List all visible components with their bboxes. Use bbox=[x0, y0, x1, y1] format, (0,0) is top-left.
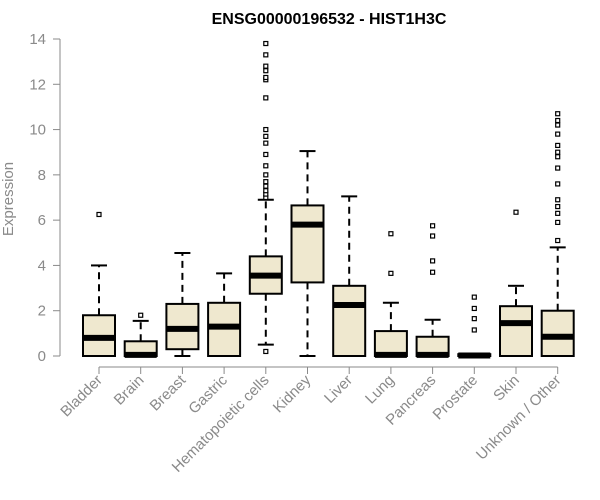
outlier-point bbox=[555, 219, 561, 226]
y-tick-label: 12 bbox=[29, 76, 46, 93]
outlier-point bbox=[263, 179, 269, 185]
outlier-point bbox=[471, 305, 477, 312]
outlier-point bbox=[430, 258, 436, 264]
x-tick-label: Skin bbox=[490, 372, 523, 405]
chart-title: ENSG00000196532 - HIST1H3C bbox=[212, 11, 447, 28]
box-breast bbox=[165, 251, 200, 357]
x-tick-label: Prostate bbox=[430, 372, 482, 424]
y-tick-label: 0 bbox=[38, 348, 46, 365]
outlier-point bbox=[430, 233, 436, 239]
box-brain bbox=[123, 312, 158, 358]
y-axis-label: Expression bbox=[0, 162, 17, 236]
outlier-point bbox=[555, 149, 561, 155]
box-liver bbox=[332, 195, 367, 357]
outlier-point bbox=[555, 142, 561, 149]
box-unknown-other bbox=[540, 111, 575, 358]
box-gastric bbox=[207, 272, 242, 357]
outlier-point bbox=[263, 52, 269, 58]
outlier-point bbox=[263, 68, 269, 74]
y-tick-label: 10 bbox=[29, 122, 46, 139]
box-kidney bbox=[290, 150, 325, 357]
outlier-point bbox=[263, 140, 269, 146]
outlier-point bbox=[555, 122, 561, 128]
outlier-point bbox=[96, 211, 102, 218]
outlier-point bbox=[263, 348, 269, 355]
y-tick-label: 4 bbox=[38, 257, 46, 274]
box-pancreas bbox=[415, 223, 450, 358]
outlier-point bbox=[555, 165, 561, 171]
outlier-point bbox=[263, 126, 269, 133]
outlier-point bbox=[555, 111, 561, 117]
outlier-point bbox=[263, 172, 269, 178]
outlier-point bbox=[263, 151, 269, 158]
outlier-point bbox=[513, 209, 519, 215]
box-skin bbox=[499, 209, 533, 357]
outlier-point bbox=[430, 223, 436, 229]
outlier-point bbox=[555, 210, 561, 216]
x-tick-label: Liver bbox=[321, 372, 356, 407]
y-tick-label: 14 bbox=[29, 31, 46, 48]
outlier-point bbox=[555, 154, 561, 160]
outlier-point bbox=[471, 327, 477, 333]
outlier-point bbox=[263, 183, 269, 189]
y-tick-label: 2 bbox=[38, 303, 46, 320]
outlier-point bbox=[471, 294, 477, 300]
outlier-point bbox=[263, 163, 269, 169]
iqr-box bbox=[332, 284, 367, 357]
outlier-point bbox=[388, 270, 394, 276]
outlier-point bbox=[471, 316, 477, 322]
x-tick-label: Bladder bbox=[57, 372, 106, 421]
outlier-point bbox=[555, 131, 561, 137]
outlier-point bbox=[263, 63, 269, 69]
x-tick-label: Breast bbox=[147, 371, 190, 414]
x-tick-label: Kidney bbox=[270, 371, 315, 416]
outlier-point bbox=[555, 181, 561, 187]
outlier-point bbox=[555, 197, 561, 203]
plot-area bbox=[82, 40, 575, 359]
outlier-point bbox=[263, 74, 269, 81]
box-hematopoietic-cells bbox=[248, 40, 283, 355]
outlier-point bbox=[555, 203, 561, 210]
outlier-point bbox=[263, 95, 269, 101]
iqr-box bbox=[290, 204, 325, 284]
y-axis: 0 2 4 6 8 10 12 14 bbox=[29, 31, 61, 365]
outlier-point bbox=[555, 117, 561, 124]
box-prostate bbox=[457, 294, 492, 359]
y-tick-label: 6 bbox=[38, 212, 46, 229]
x-tick-label: Lung bbox=[362, 372, 398, 408]
iqr-box bbox=[499, 305, 533, 357]
outlier-point bbox=[388, 231, 394, 237]
outlier-point bbox=[555, 237, 561, 244]
box-lung bbox=[373, 231, 408, 358]
box-bladder bbox=[82, 211, 116, 357]
outlier-point bbox=[263, 188, 269, 194]
y-tick-label: 8 bbox=[38, 167, 46, 184]
iqr-box bbox=[540, 309, 575, 358]
outlier-point bbox=[263, 40, 269, 47]
outlier-point bbox=[430, 269, 436, 275]
x-tick-label: Brain bbox=[111, 372, 148, 409]
outlier-point bbox=[138, 312, 144, 318]
outlier-point bbox=[263, 133, 269, 139]
